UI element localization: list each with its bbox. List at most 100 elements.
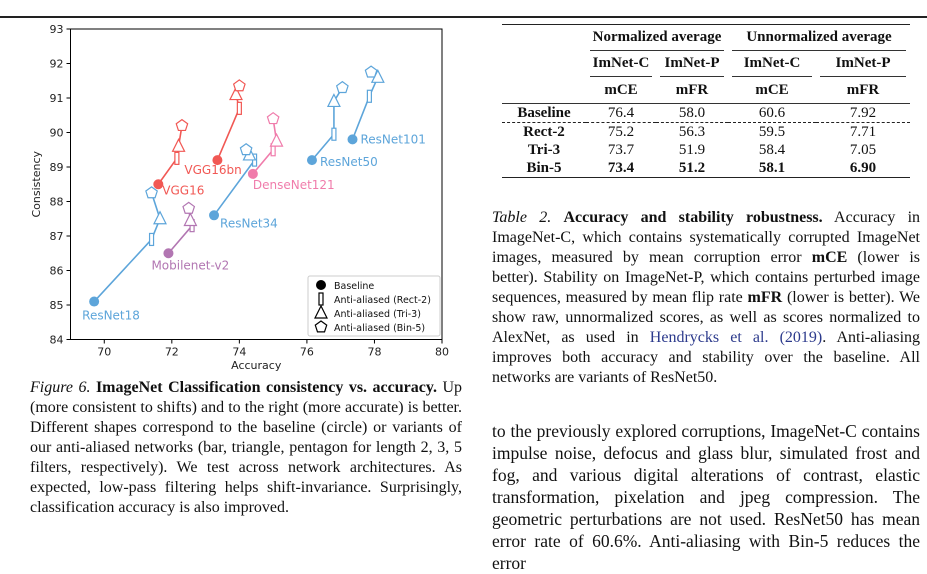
- bin5-marker: [266, 111, 280, 125]
- series-label: VGG16: [162, 183, 204, 197]
- rect2-marker: [148, 232, 155, 247]
- bin5-marker: [145, 186, 158, 199]
- figure-caption: Figure 6. ImageNet Classification consis…: [30, 378, 462, 518]
- group-header: Normalized average: [590, 25, 725, 51]
- series-label: ResNet34: [220, 216, 278, 230]
- cell: 7.92: [816, 103, 911, 123]
- row-label: Tri-3: [527, 142, 561, 158]
- legend-label: Anti-aliased (Bin-5): [334, 323, 425, 334]
- row-label: Rect-2: [523, 124, 565, 140]
- caption-text: . Anti-aliasing improves both accuracy a…: [492, 329, 921, 386]
- table-label: Table 2.: [492, 209, 552, 226]
- cell: 76.4: [586, 103, 656, 123]
- cell: 73.4: [607, 160, 635, 176]
- bin5-marker: [239, 143, 253, 156]
- legend: Baseline Anti-aliased (Rect-2) Anti-aliase…: [307, 275, 441, 337]
- cell: 6.90: [849, 160, 877, 176]
- rect2-marker: [366, 89, 372, 103]
- cell: 51.9: [678, 142, 706, 158]
- plot-frame: [70, 28, 443, 340]
- x-tick-label: 70: [97, 346, 111, 359]
- x-tick-label: 72: [165, 346, 179, 359]
- x-tick-label: 74: [232, 346, 246, 359]
- cell: 7.05: [849, 142, 877, 158]
- tri3-marker: [229, 86, 243, 101]
- citation-link[interactable]: Hendrycks et al. (2019): [649, 329, 823, 346]
- series-label: ResNet50: [320, 155, 378, 169]
- y-tick-label: 85: [50, 299, 64, 312]
- bin5-marker: [182, 201, 196, 214]
- rect2-marker: [174, 151, 180, 165]
- row-label: Bin-5: [526, 160, 562, 176]
- cell: 58.0: [656, 103, 729, 123]
- y-tick-label: 87: [50, 230, 64, 243]
- series-label: VGG16bn: [184, 163, 241, 177]
- series-label: ResNet101: [361, 132, 426, 146]
- metric-header: mCE: [728, 77, 817, 104]
- series-resnet18: ResNet18: [82, 186, 167, 323]
- y-axis-label: Consistency: [30, 151, 43, 218]
- robustness-table: Normalized average Unnormalized average …: [502, 24, 911, 178]
- y-tick-label: 89: [50, 161, 64, 174]
- legend-label: Anti-aliased (Tri-3): [334, 309, 421, 320]
- cell: 7.71: [849, 124, 877, 140]
- cell: 75.2: [607, 124, 635, 140]
- figure-caption-text: Up (more consistent to shifts) and to th…: [30, 379, 463, 516]
- tri3-marker: [314, 304, 328, 319]
- y-tick-label: 93: [50, 23, 64, 36]
- legend-label: Anti-aliased (Rect-2): [334, 295, 431, 306]
- baseline-marker: [153, 179, 164, 190]
- table-row: Tri-3 73.7 51.9 58.4 7.05: [502, 141, 910, 159]
- page-header-rule: [0, 16, 927, 18]
- y-tick-label: 86: [50, 265, 64, 278]
- cell: 59.5: [758, 124, 786, 140]
- baseline-marker: [89, 296, 100, 307]
- tri3-marker: [171, 137, 186, 152]
- caption-text: (lower is better). We show raw, unnormal…: [492, 289, 921, 346]
- series-vgg16bn: VGG16bn: [184, 79, 246, 177]
- group-header: Unnormalized average: [732, 25, 907, 51]
- series-label: ResNet18: [82, 309, 140, 323]
- series-vgg16: VGG16: [153, 118, 204, 197]
- series-label: Mobilenet-v2: [151, 258, 229, 272]
- baseline-marker: [247, 168, 258, 179]
- bin5-marker: [175, 118, 189, 132]
- cell: 56.3: [678, 124, 706, 140]
- baseline-marker: [306, 155, 317, 166]
- x-tick-label: 78: [367, 346, 381, 359]
- baseline-marker: [163, 248, 174, 259]
- dataset-header: ImNet-P: [660, 51, 725, 77]
- metric-header: mFR: [816, 77, 911, 104]
- figure-label: Figure 6.: [30, 379, 91, 396]
- baseline-marker: [347, 134, 358, 145]
- table-title: Accuracy and stability robustness.: [563, 209, 823, 226]
- rect2-marker: [236, 101, 242, 115]
- series-line: [311, 87, 344, 161]
- rect2-marker: [318, 292, 324, 306]
- baseline-marker: [209, 210, 220, 221]
- cell: 73.7: [607, 142, 635, 158]
- bin5-marker: [314, 320, 328, 333]
- dataset-header: ImNet-C: [590, 51, 652, 77]
- caption-bold: mCE: [811, 249, 848, 266]
- tri3-marker: [153, 210, 167, 225]
- series-resnet34: ResNet34: [209, 143, 278, 230]
- cell: 51.2: [678, 160, 706, 176]
- y-tick-label: 84: [50, 334, 64, 347]
- table-row: Baseline 76.4 58.0 60.6 7.92: [502, 103, 911, 123]
- y-tick-label: 90: [50, 127, 64, 140]
- figure-title: ImageNet Classification consistency vs. …: [95, 379, 437, 396]
- row-label: Baseline: [502, 103, 586, 123]
- series-densenet121: DenseNet121: [247, 111, 335, 192]
- cell: 58.1: [758, 160, 786, 176]
- series-line: [93, 192, 161, 303]
- metric-header: mCE: [586, 77, 656, 104]
- bin5-marker: [364, 65, 378, 78]
- caption-text: Accuracy in ImageNet-C, which contains s…: [492, 209, 921, 266]
- y-tick-label: 92: [50, 58, 64, 71]
- caption-text: (lower is better). Stability on ImageNet…: [492, 249, 920, 306]
- series-resnet50: ResNet50: [306, 80, 378, 169]
- series-mobilenet-v2: Mobilenet-v2: [151, 201, 229, 272]
- table-caption: Table 2. Accuracy and stability robustne…: [492, 208, 920, 388]
- cell: 60.6: [728, 103, 817, 123]
